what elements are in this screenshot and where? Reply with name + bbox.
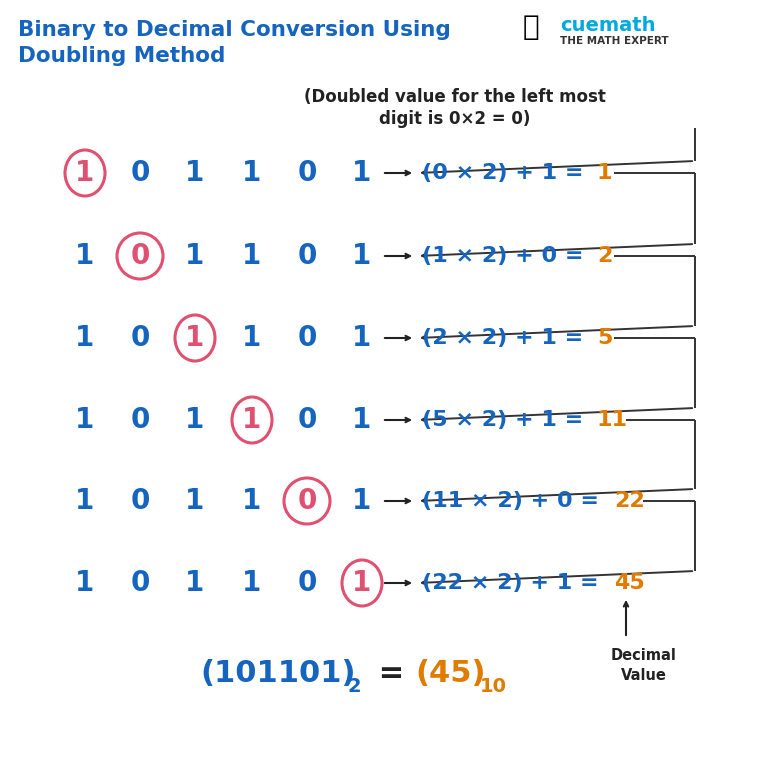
Text: 1: 1 [76, 406, 95, 434]
Text: 1: 1 [185, 324, 204, 352]
Text: 1: 1 [353, 569, 372, 597]
Text: 11: 11 [597, 410, 628, 430]
Text: (0 × 2) + 1 =: (0 × 2) + 1 = [422, 163, 591, 183]
Text: 22: 22 [614, 491, 645, 511]
Text: 1: 1 [185, 242, 204, 270]
Text: 0: 0 [130, 406, 150, 434]
Text: 1: 1 [76, 242, 95, 270]
Text: 1: 1 [243, 406, 262, 434]
Text: Binary to Decimal Conversion Using: Binary to Decimal Conversion Using [18, 20, 451, 40]
Text: 5: 5 [597, 328, 612, 348]
Text: 🚀: 🚀 [523, 13, 539, 41]
Text: THE MATH EXPERT: THE MATH EXPERT [560, 36, 669, 46]
Text: 0: 0 [298, 487, 317, 515]
Text: 1: 1 [353, 159, 372, 187]
Text: 0: 0 [298, 242, 317, 270]
Text: digit is 0×2 = 0): digit is 0×2 = 0) [379, 110, 531, 128]
Text: 1: 1 [185, 569, 204, 597]
Text: 1: 1 [353, 406, 372, 434]
Text: 1: 1 [185, 406, 204, 434]
Text: 1: 1 [76, 324, 95, 352]
Text: 1: 1 [243, 324, 262, 352]
Text: 1: 1 [243, 242, 262, 270]
Text: 0: 0 [130, 159, 150, 187]
Text: 0: 0 [130, 487, 150, 515]
Text: 1: 1 [597, 163, 613, 183]
Text: (22 × 2) + 1 =: (22 × 2) + 1 = [422, 573, 607, 593]
Text: 1: 1 [243, 569, 262, 597]
Text: 1: 1 [353, 242, 372, 270]
Text: (Doubled value for the left most: (Doubled value for the left most [304, 88, 606, 106]
Text: =: = [368, 658, 415, 687]
Text: 1: 1 [185, 159, 204, 187]
Text: Doubling Method: Doubling Method [18, 46, 226, 66]
Text: Decimal
Value: Decimal Value [611, 648, 677, 683]
Text: 1: 1 [76, 487, 95, 515]
Text: 1: 1 [243, 159, 262, 187]
Text: (45): (45) [415, 658, 486, 687]
Text: 0: 0 [130, 569, 150, 597]
Text: (11 × 2) + 0 =: (11 × 2) + 0 = [422, 491, 607, 511]
Text: 0: 0 [298, 569, 317, 597]
Text: (1 × 2) + 0 =: (1 × 2) + 0 = [422, 246, 591, 266]
Text: 0: 0 [298, 159, 317, 187]
Text: 2: 2 [348, 677, 362, 697]
Text: 0: 0 [298, 406, 317, 434]
Text: 1: 1 [243, 487, 262, 515]
Text: 0: 0 [298, 324, 317, 352]
Text: 10: 10 [480, 677, 507, 697]
Text: 1: 1 [76, 569, 95, 597]
Text: 2: 2 [597, 246, 612, 266]
Text: 1: 1 [76, 159, 95, 187]
Text: 1: 1 [353, 487, 372, 515]
Text: 0: 0 [130, 324, 150, 352]
Text: (101101): (101101) [200, 658, 356, 687]
Text: 1: 1 [353, 324, 372, 352]
Text: cuemath: cuemath [560, 16, 656, 35]
Text: 1: 1 [185, 487, 204, 515]
Text: 0: 0 [130, 242, 150, 270]
Text: (5 × 2) + 1 =: (5 × 2) + 1 = [422, 410, 591, 430]
Text: (2 × 2) + 1 =: (2 × 2) + 1 = [422, 328, 591, 348]
Text: 45: 45 [614, 573, 645, 593]
